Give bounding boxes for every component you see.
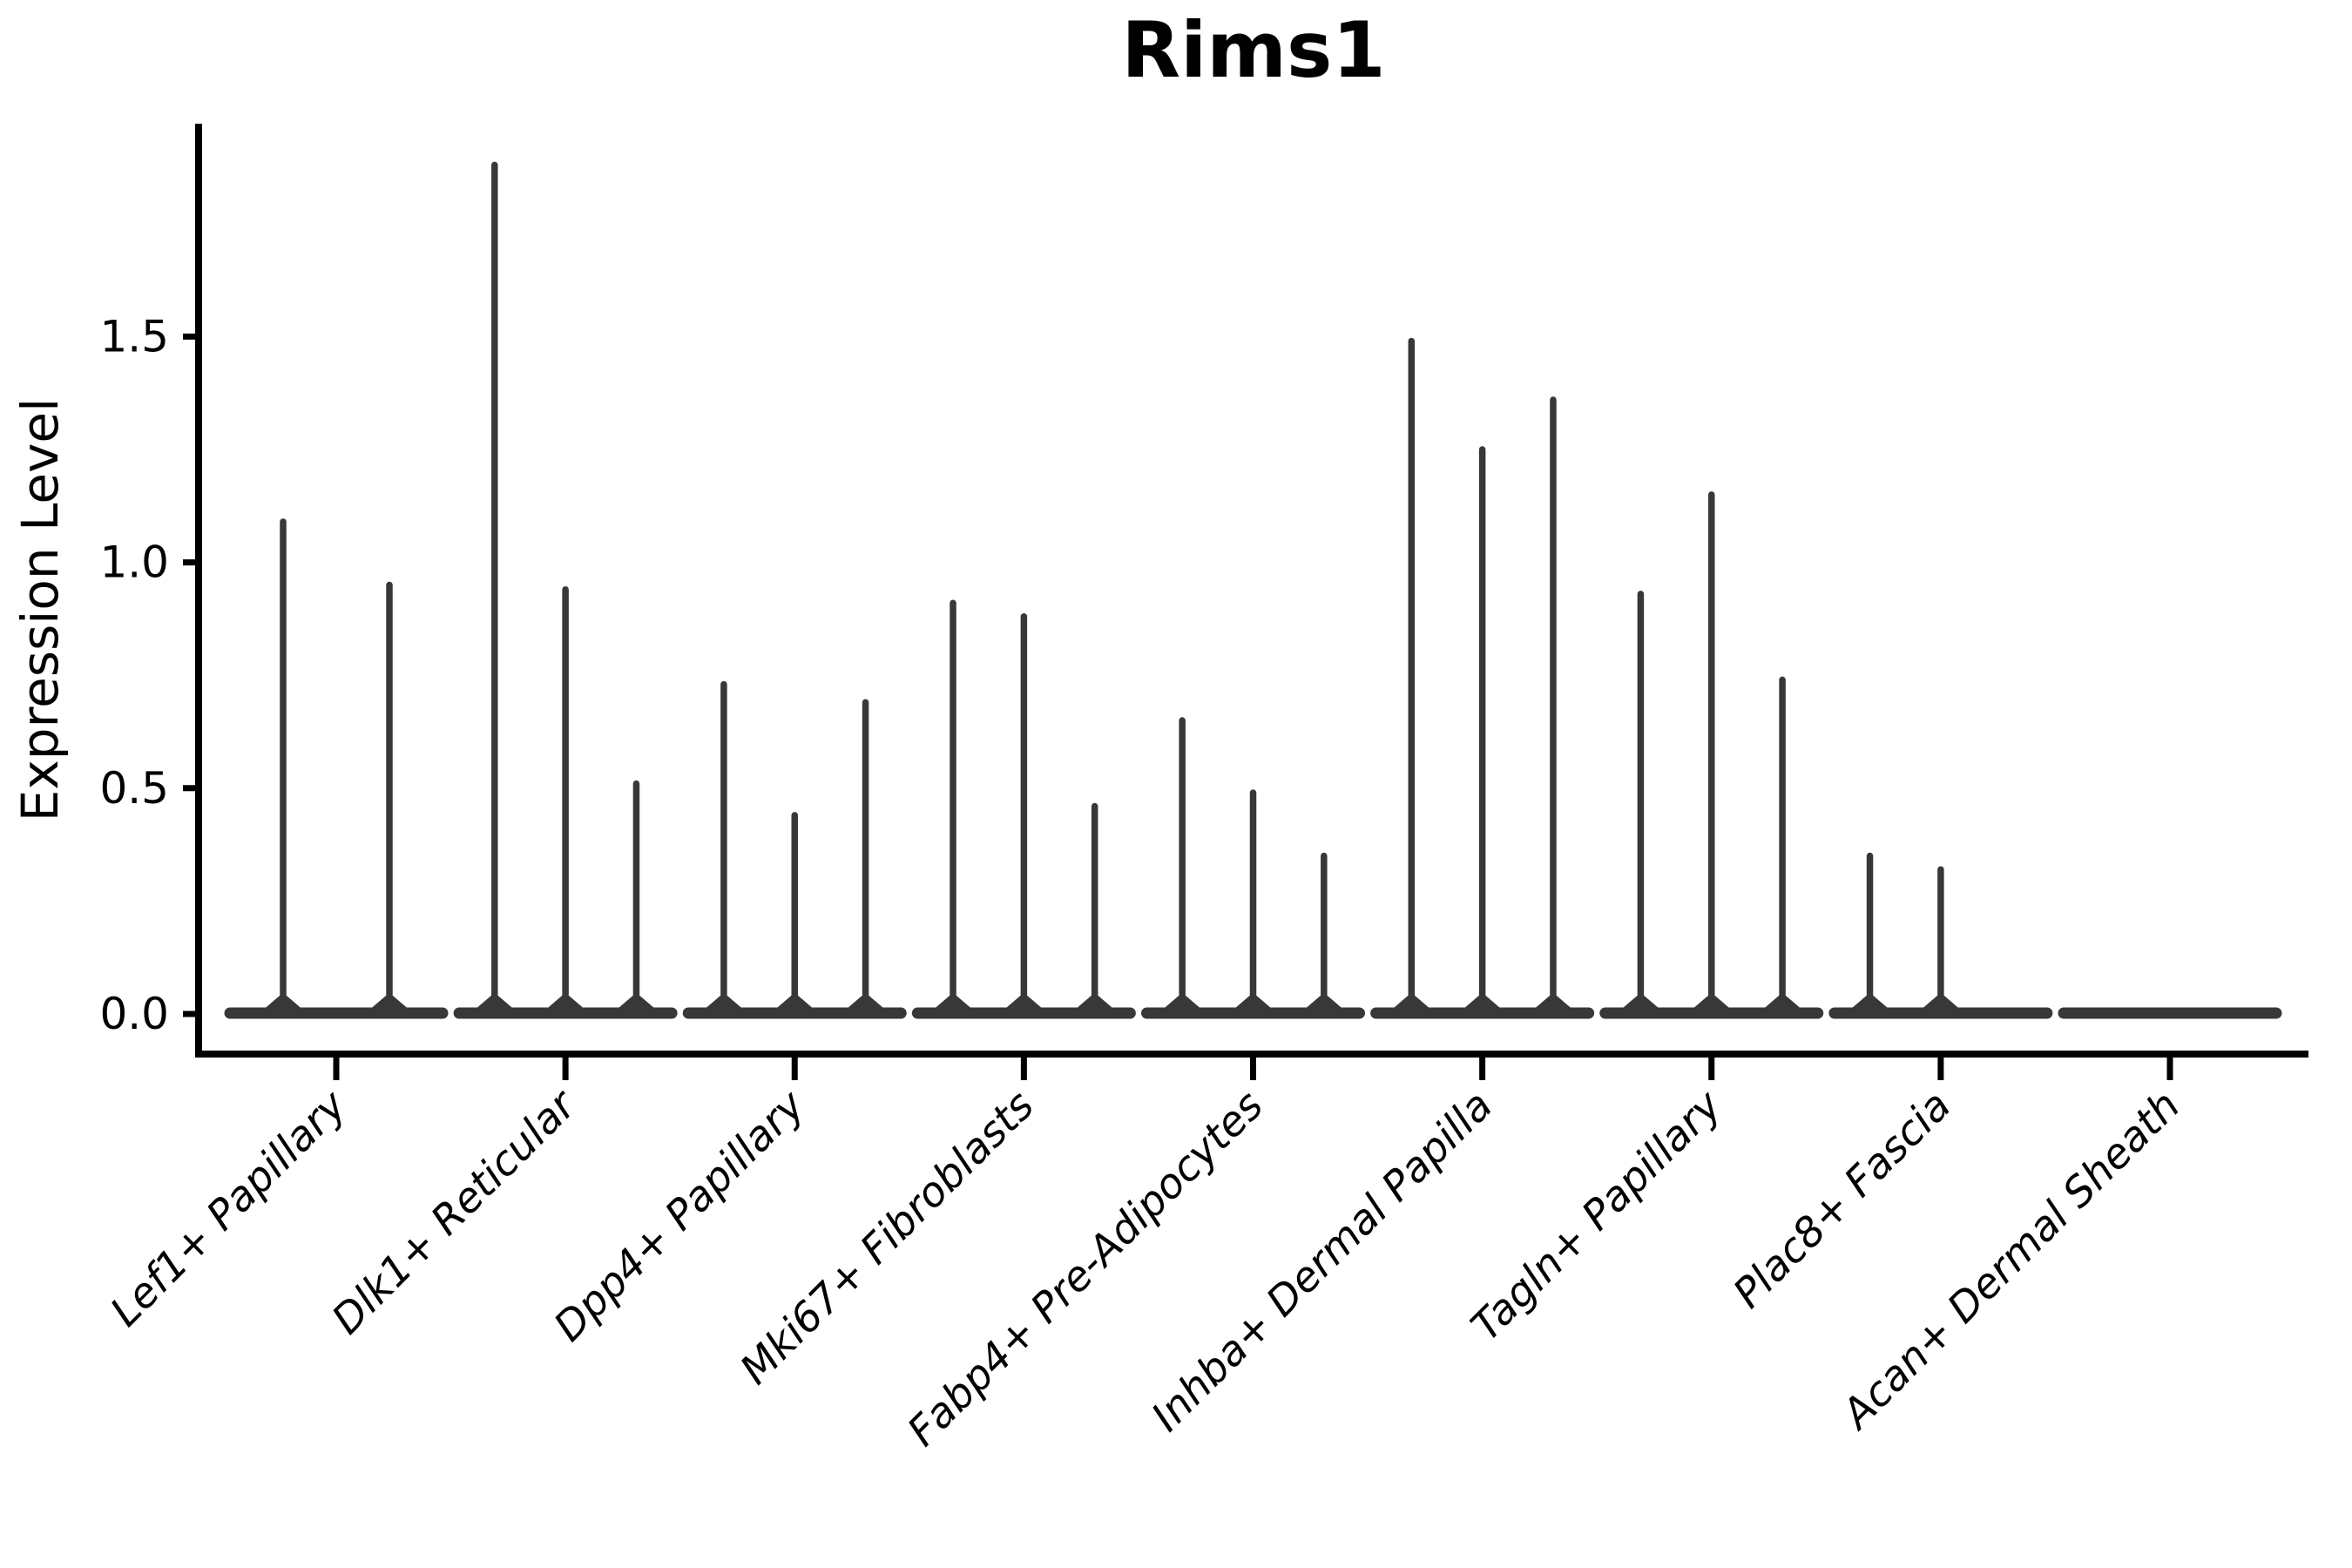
y-tick-label: 1.0 [99,537,169,588]
y-tick-label: 0.0 [99,989,169,1039]
y-tick-label: 1.5 [99,311,169,362]
plot-title: Rims1 [1121,5,1386,95]
x-tick-label: Tagln+ Papillary [1462,1081,1732,1351]
x-tick-label: Lef1+ Papillary [101,1081,356,1336]
x-tick-label: Dlk1+ Reticular [323,1080,587,1344]
y-tick-label: 0.5 [99,763,169,814]
x-tick-label: Plac8+ Fascia [1724,1082,1960,1318]
x-tick-label: Dpp4+ Papillary [545,1081,815,1351]
y-axis-title: Expression Level [10,398,70,821]
